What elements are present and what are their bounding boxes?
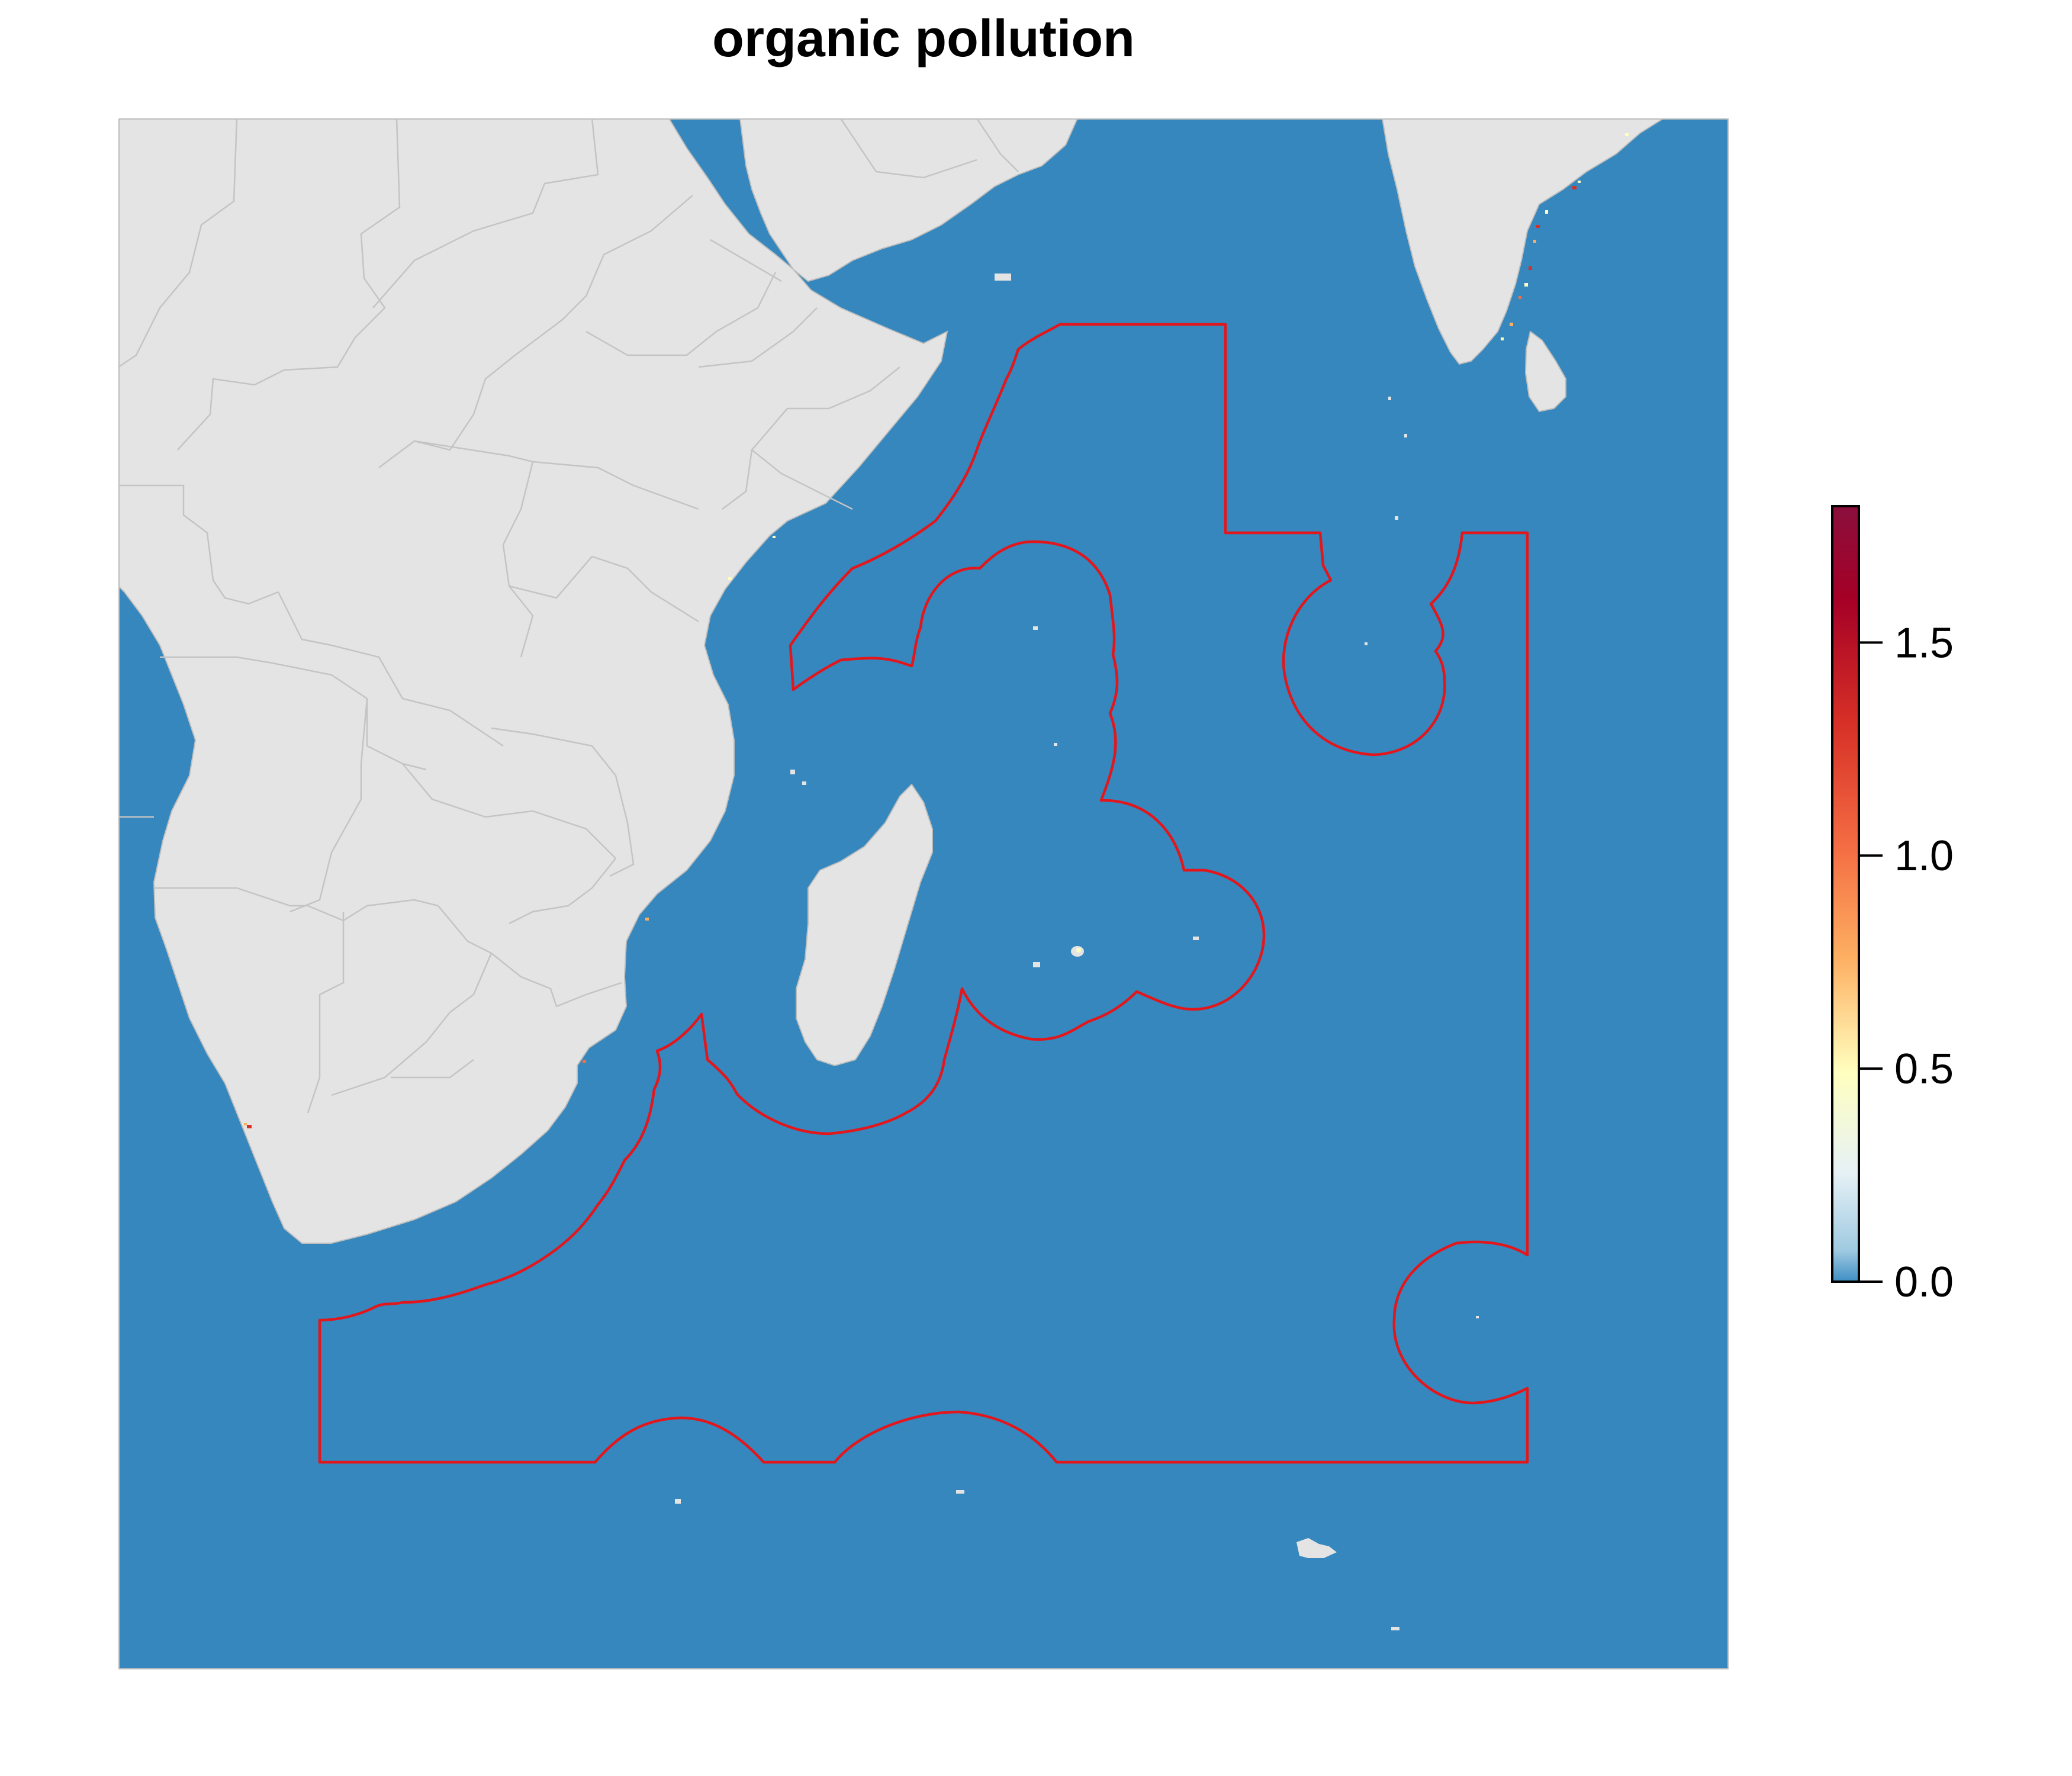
rodrigues-island (1193, 937, 1199, 940)
management-area-boundary (318, 323, 1529, 1464)
africa-landmass (118, 118, 948, 1244)
seychelles-island (1033, 626, 1038, 630)
colorbar-tick-label: 1.5 (1894, 619, 1954, 667)
reunion-island (1033, 962, 1040, 967)
mauritius-pollution-pixel (1076, 948, 1081, 953)
map-title: organic pollution (712, 9, 1135, 67)
amsterdam-island (1476, 1316, 1479, 1318)
colorbar-gradient (1831, 505, 1860, 1283)
maldives-island-a (1388, 397, 1391, 400)
comoros-island-a (790, 770, 795, 774)
socotra-island (995, 274, 1011, 281)
maldives-island-c (1395, 516, 1398, 520)
map-panel (118, 118, 1729, 1669)
country-borders (118, 118, 1019, 1114)
crozet-island-a (675, 1499, 681, 1504)
colorbar-ticks: 0.0 0.5 1.0 1.5 (1859, 619, 1954, 1306)
sri-lanka-landmass (1524, 330, 1566, 413)
colorbar-tick-label: 0.0 (1894, 1259, 1954, 1306)
india-landmass (1381, 118, 1665, 365)
chagos-island (1365, 642, 1368, 645)
maldives-island-b (1404, 434, 1407, 437)
kerguelen-island (1296, 1538, 1337, 1558)
crozet-island-b (956, 1490, 964, 1494)
colorbar-tick-label: 1.0 (1894, 832, 1954, 880)
heard-island (1391, 1627, 1399, 1630)
coastal-pollution-pixels (244, 133, 1629, 1128)
arabia-landmass (739, 118, 1079, 282)
colorbar-tick-label: 0.5 (1894, 1045, 1954, 1093)
colorbar-legend: 0.0 0.5 1.0 1.5 (1831, 505, 1954, 1306)
agalega-island (1054, 743, 1057, 746)
madagascar-landmass (796, 783, 933, 1067)
comoros-island-b (802, 781, 806, 785)
